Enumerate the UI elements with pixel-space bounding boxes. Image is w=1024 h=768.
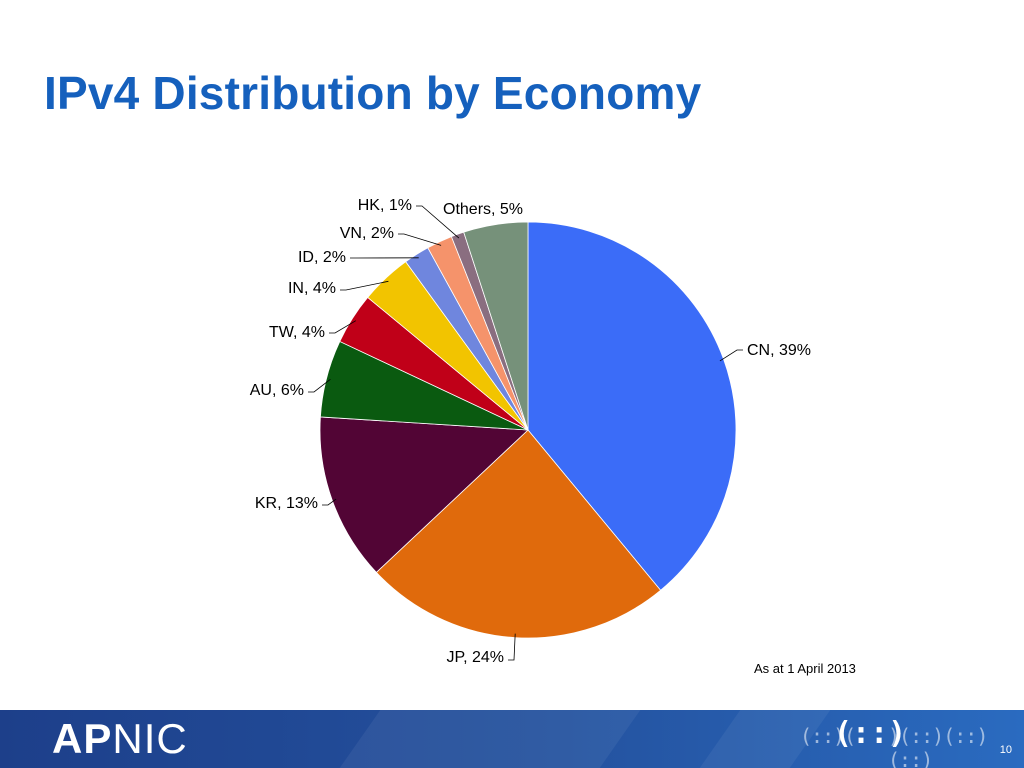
page-title: IPv4 Distribution by Economy [44,67,702,119]
slice-label-tw: TW, 4% [269,324,325,341]
slice-label-au: AU, 6% [250,382,304,399]
leader-line-cn [719,349,743,362]
slice-label-cn: CN, 39% [747,342,811,359]
footer-bar: APNIC (::)( (::) )(::)(::)(::) 10 [0,710,1024,768]
footer-glyph-left: (::)( [800,724,856,748]
logo-light: NIC [112,715,188,762]
leader-line-tw [329,320,357,334]
footer-glyph-center: (::) [834,716,907,751]
leader-line-vn [398,233,442,246]
pie-chart: CN, 39% JP, 24% KR, 13% AU, 6% TW, 4% IN, 4% I… [250,197,811,666]
slice-label-id: ID, 2% [298,249,346,266]
leader-line-au [308,378,331,393]
slice-label-hk: HK, 1% [358,197,412,214]
slice-label-kr: KR, 13% [255,495,318,512]
date-note: As at 1 April 2013 [754,661,856,676]
slice-label-others: Others, 5% [443,201,523,218]
leader-line-in [340,280,389,291]
slice-label-vn: VN, 2% [340,225,394,242]
leader-line-jp [508,633,516,661]
leader-line-kr [322,498,337,506]
pie-slices [319,221,737,639]
apnic-logo: APNIC [52,718,188,760]
slice-label-jp: JP, 24% [446,649,504,666]
footer-decoration [339,710,641,768]
footer-glyph-right: )(::)(::)(::) [888,724,988,768]
pie-slice-cn [527,221,737,591]
page-number: 10 [999,744,1012,756]
pie-slice-kr [319,416,529,573]
leader-line-hk [416,205,460,239]
logo-strong: AP [52,715,113,762]
label-leader-lines [308,205,743,661]
pie-slice-others [463,221,529,431]
slice-label-in: IN, 4% [288,280,336,297]
slice-labels: CN, 39% JP, 24% KR, 13% AU, 6% TW, 4% IN, 4% I… [250,197,811,666]
